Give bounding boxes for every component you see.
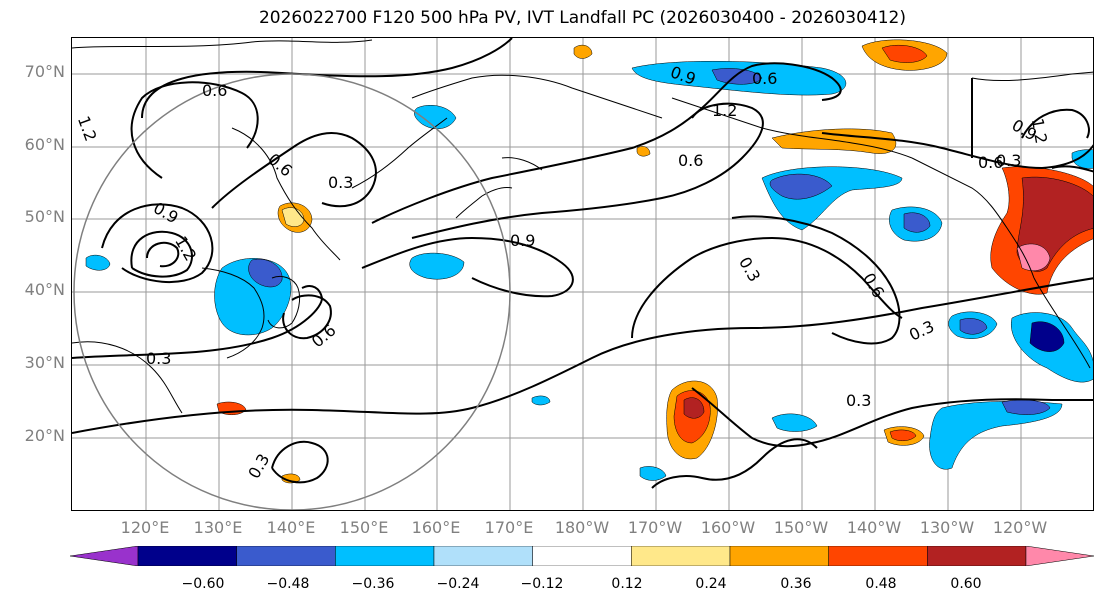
colorbar-tick-label: 0.36	[780, 576, 812, 592]
colorbar-segment	[137, 546, 237, 566]
lon-label: 150°W	[773, 518, 829, 537]
shade-red-tc-core	[683, 397, 705, 419]
map-panel: 0.6 1.2 0.9 1.2 0.6 0.3 0.6 0.3 0.3 0.9 …	[71, 37, 1094, 511]
lon-label: 160°W	[700, 518, 756, 537]
shade-kamchatka-blue	[414, 105, 457, 130]
colorbar-segment	[927, 546, 1027, 566]
shade-small-blue4	[531, 395, 551, 406]
lon-label: 130°W	[919, 518, 975, 537]
lon-label: 140°E	[266, 518, 316, 537]
shade-gulf-orange	[771, 128, 897, 154]
lat-label: 60°N	[24, 135, 65, 154]
lon-label: 170°E	[484, 518, 534, 537]
lat-label: 70°N	[24, 62, 65, 81]
contour-label: 0.6	[678, 151, 703, 170]
colorbar-segment	[631, 546, 731, 566]
contour-label: 0.3	[244, 450, 273, 482]
coastlines	[72, 39, 1093, 414]
shade-small-blue3	[639, 466, 667, 481]
landfall-radius-circle	[73, 73, 511, 510]
shade-small-orange4	[636, 146, 651, 157]
shade-pink	[1016, 243, 1051, 271]
contour-label: 0.3	[328, 173, 353, 192]
shade-gulf-dark	[769, 173, 833, 200]
shade-top-red	[881, 45, 928, 63]
colorbar-tick-label: 0.24	[695, 576, 727, 592]
colorbar-segment	[335, 546, 435, 566]
shade-small-orange3	[573, 44, 593, 59]
contour-label: 0.3	[996, 151, 1021, 170]
lon-label: 180°W	[554, 518, 610, 537]
colorbar-extend-min	[70, 546, 139, 566]
colorbar-segment	[433, 546, 533, 566]
contour-label: 0.6	[752, 69, 777, 88]
map-canvas: 0.6 1.2 0.9 1.2 0.6 0.3 0.6 0.3 0.3 0.9 …	[72, 38, 1093, 510]
shade-hawaii-red	[889, 429, 917, 441]
lon-label: 160°E	[411, 518, 461, 537]
colorbar-tick-label: 0.60	[950, 576, 982, 592]
contour-label: 0.3	[146, 349, 171, 368]
lon-label: 140°W	[846, 518, 902, 537]
lat-label: 30°N	[24, 353, 65, 372]
colorbar-tick-label: 0.12	[611, 576, 643, 592]
colorbar-tick-label: −0.48	[266, 576, 310, 592]
contour-label: 0.6	[202, 81, 227, 100]
contour-label: 0.3	[735, 254, 764, 286]
colorbar-segment	[532, 546, 632, 566]
colorbar-segment	[828, 546, 928, 566]
contour-label: 1.2	[1028, 117, 1051, 145]
shade-mid-blue	[409, 252, 465, 280]
contour-label: 0.3	[906, 317, 937, 345]
lon-label: 120°E	[120, 518, 170, 537]
lon-label: 150°E	[339, 518, 389, 537]
figure-title: 2026022700 F120 500 hPa PV, IVT Landfall…	[258, 8, 906, 28]
ivt-shading	[85, 39, 1093, 484]
shade-japan-dark	[248, 258, 283, 288]
colorbar-segment	[729, 546, 829, 566]
lat-label: 50°N	[24, 207, 65, 226]
shade-mid-blue2	[771, 413, 818, 432]
colorbar-extend-max	[1025, 546, 1094, 566]
lat-label: 20°N	[24, 426, 65, 445]
contour-label: 1.2	[74, 113, 101, 143]
shade-bc-dark	[903, 212, 931, 233]
shade-nw-blue	[85, 254, 111, 271]
lon-label: 130°E	[193, 518, 243, 537]
lon-label: 120°W	[992, 518, 1048, 537]
shade-ca-dark2	[959, 318, 988, 335]
contour-label: 0.6	[264, 150, 296, 181]
shade-ca-dark	[1029, 321, 1065, 352]
colorbar-tick-label: −0.24	[436, 576, 480, 592]
contour-label: 0.9	[510, 231, 535, 250]
pv-contours	[72, 38, 1093, 489]
contour-label: 0.6	[978, 153, 1003, 172]
shade-small-blue5	[1071, 149, 1093, 169]
lat-label: 40°N	[24, 280, 65, 299]
colorbar-tick-label: −0.36	[351, 576, 395, 592]
contour-label: 0.9	[150, 198, 182, 227]
colorbar-tick-label: −0.60	[181, 576, 225, 592]
colorbar-segment	[236, 546, 336, 566]
contour-label: 0.3	[846, 391, 871, 410]
lon-label: 170°W	[627, 518, 683, 537]
contour-label: 1.2	[712, 101, 737, 120]
colorbar-tick-label: 0.48	[865, 576, 897, 592]
contour-label: 0.6	[308, 320, 340, 351]
colorbar	[70, 546, 1094, 566]
colorbar-tick-label: −0.12	[520, 576, 564, 592]
